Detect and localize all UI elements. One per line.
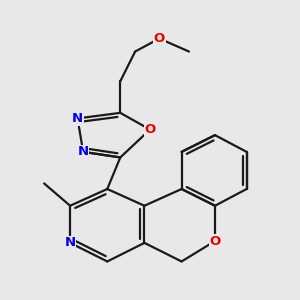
Text: N: N: [64, 236, 76, 249]
Text: O: O: [154, 32, 165, 45]
Text: O: O: [209, 235, 220, 248]
Text: N: N: [72, 112, 83, 125]
Text: O: O: [144, 123, 156, 136]
Text: N: N: [78, 146, 89, 158]
